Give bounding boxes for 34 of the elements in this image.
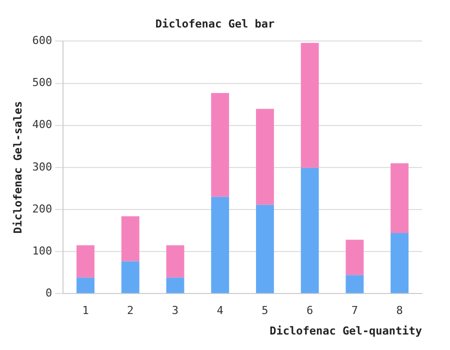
- bar: [256, 108, 274, 205]
- chart-title: Diclofenac Gel bar: [155, 17, 275, 30]
- bar: [346, 275, 364, 294]
- bar: [390, 163, 409, 234]
- x-tick-label: 3: [172, 304, 179, 318]
- y-tick-label: 600: [32, 34, 52, 48]
- x-axis-title: Diclofenac Gel-quantity: [270, 324, 422, 338]
- bar: [390, 233, 409, 294]
- y-tick-label: 300: [32, 160, 52, 174]
- bar: [300, 168, 319, 294]
- y-tick-label: 0: [45, 286, 52, 300]
- x-tick-label: 8: [396, 304, 403, 318]
- y-axis-title: Diclofenac Gel-sales: [11, 101, 24, 234]
- bar: [256, 204, 274, 294]
- y-tick-label: 100: [32, 244, 52, 258]
- bar: [300, 42, 319, 168]
- x-tick-label: 5: [262, 304, 268, 318]
- bar: [346, 240, 364, 276]
- bar: [166, 245, 184, 278]
- y-tick-label: 500: [32, 76, 52, 90]
- x-tick-label: 1: [82, 304, 89, 318]
- x-tick-label: 6: [306, 304, 314, 318]
- bar: [121, 261, 140, 294]
- bar: [121, 216, 140, 262]
- bar: [76, 278, 94, 294]
- bar: [166, 278, 184, 294]
- bar: [76, 245, 94, 278]
- x-tick-label: 2: [127, 304, 134, 318]
- bar: [211, 196, 230, 294]
- y-tick-label: 200: [32, 202, 52, 216]
- x-tick-label: 7: [351, 304, 358, 318]
- x-tick-label: 4: [216, 304, 224, 318]
- y-tick-label: 400: [32, 118, 52, 132]
- bar: [211, 92, 230, 197]
